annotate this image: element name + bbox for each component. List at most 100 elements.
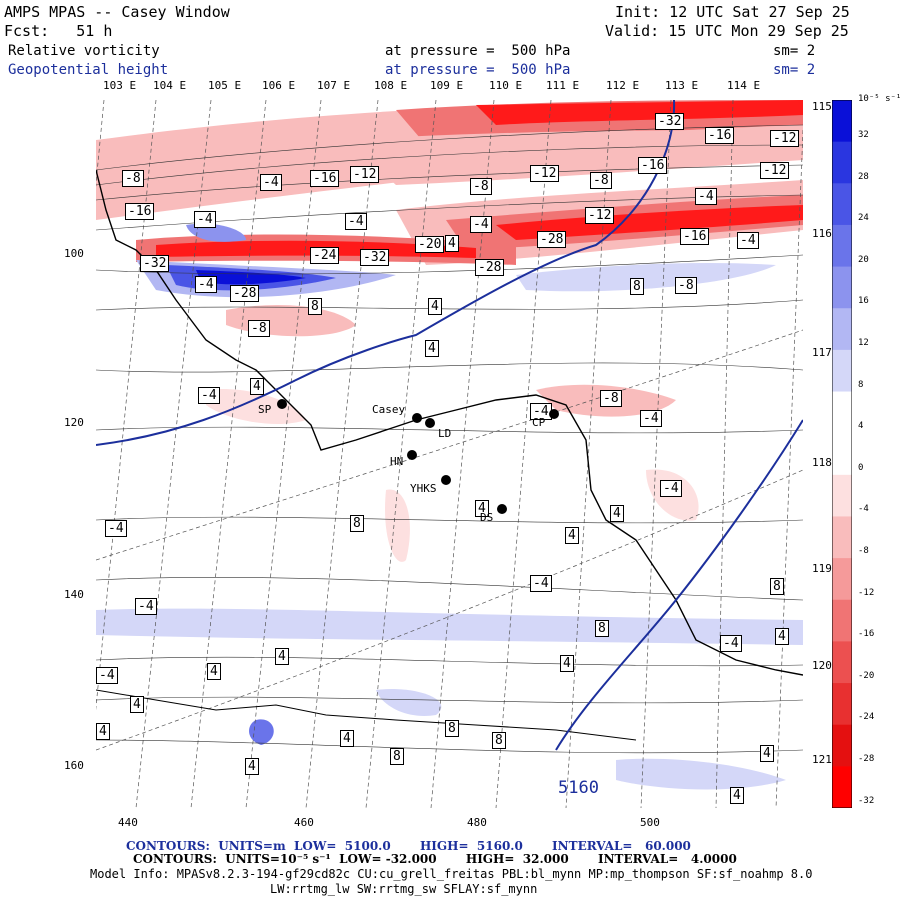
model-title: AMPS MPAS -- Casey Window (4, 3, 230, 21)
vorticity-contour-label: -4 (530, 403, 552, 420)
colorbar-swatch (832, 183, 852, 226)
vorticity-contour-label: 8 (770, 578, 784, 595)
vorticity-contour-label: -28 (230, 285, 260, 302)
init-time: Init: 12 UTC Sat 27 Sep 25 (615, 3, 850, 21)
forecast-hour: Fcst: 51 h (4, 22, 113, 40)
colorbar-label: 28 (858, 171, 869, 182)
vorticity-contour-label: -4 (720, 635, 742, 652)
vorticity-contour-label: 4 (428, 298, 442, 315)
station-dot (549, 409, 559, 419)
vorticity-contour-label: -16 (125, 203, 155, 220)
vorticity-contour-label: -4 (96, 667, 118, 684)
vorticity-contour-label: 4 (207, 663, 221, 680)
vorticity-contour-label: 4 (775, 628, 789, 645)
lon-label: 110 E (489, 79, 523, 92)
colorbar-swatch (832, 474, 852, 517)
vorticity-contour-label: 4 (340, 730, 354, 747)
colorbar-label: -32 (858, 795, 875, 806)
x-tick-label: 500 (640, 816, 660, 829)
vorticity-contour-label: -28 (475, 259, 505, 276)
colorbar-swatch (832, 141, 852, 184)
y-tick-label: 100 (64, 247, 84, 260)
vorticity-contour-label: 4 (130, 696, 144, 713)
vorticity-contour-label: 8 (595, 620, 609, 637)
vorticity-contour-label: -12 (350, 166, 380, 183)
colorbar-label: 20 (858, 254, 869, 265)
height-contour-label: 5160 (558, 778, 599, 798)
vorticity-contour-label: 4 (96, 723, 110, 740)
field1-level: at pressure = 500 hPa (385, 43, 571, 59)
vorticity-contour-info: CONTOURS: UNITS=10⁻⁵ s⁻¹ LOW= -32.000 HI… (133, 852, 737, 866)
field2-name: Geopotential height (8, 62, 169, 78)
lon-label: 109 E (430, 79, 464, 92)
vorticity-contour-label: -8 (122, 170, 144, 187)
lon-label: 113 E (665, 79, 699, 92)
vorticity-contour-label: -4 (194, 211, 216, 228)
station-dot (277, 399, 287, 409)
colorbar-label: -16 (858, 629, 875, 640)
field1-smoothing: sm= 2 (773, 43, 816, 59)
colorbar-label: 24 (858, 213, 869, 224)
colorbar-swatch (832, 224, 852, 268)
colorbar-swatch (832, 349, 852, 393)
vorticity-contour-label: -16 (310, 170, 340, 187)
vorticity-contour-label: 8 (308, 298, 322, 315)
field2-level: at pressure = 500 hPa (385, 62, 571, 78)
station-dot (407, 450, 417, 460)
vorticity-contour-label: 4 (445, 235, 459, 252)
vorticity-contour-label: -8 (675, 277, 697, 294)
lon-label: 111 E (546, 79, 580, 92)
colorbar-swatch (832, 308, 852, 351)
station-label: CP (532, 416, 546, 429)
vorticity-contour-label: -4 (530, 575, 552, 592)
geopotential-height-contour (555, 419, 803, 751)
vorticity-contour-label: -4 (345, 213, 367, 230)
vorticity-contour-label: 4 (560, 655, 574, 672)
model-info: Model Info: MPASv8.2.3-194-gf29cd82c CU:… (90, 867, 813, 881)
vorticity-contour-label: 8 (350, 515, 364, 532)
vorticity-contour-label: -8 (248, 320, 270, 337)
lon-label: 106 E (262, 79, 296, 92)
vorticity-contour-label: -16 (680, 228, 710, 245)
vorticity-contour-label: -4 (660, 480, 682, 497)
lon-label: 112 E (606, 79, 640, 92)
vorticity-contour-label: 4 (565, 527, 579, 544)
station-dot (425, 418, 435, 428)
colorbar (832, 100, 852, 808)
field2-smoothing: sm= 2 (773, 62, 816, 78)
station-label: Casey (372, 403, 406, 416)
colorbar-label: 32 (858, 130, 869, 140)
vorticity-contour-label: -8 (600, 390, 622, 407)
vorticity-contour-label: -32 (360, 249, 390, 266)
y-tick-label: 120 (64, 416, 84, 429)
colorbar-label: -20 (858, 670, 875, 681)
vorticity-contour-label: -12 (585, 207, 615, 224)
station-label: LD (438, 427, 452, 440)
colorbar-label: 12 (858, 338, 869, 348)
colorbar-label: 0 (858, 462, 864, 473)
vorticity-contour-label: -12 (770, 130, 800, 147)
vorticity-contour-label: 8 (390, 748, 404, 765)
vorticity-contour-label: -28 (537, 231, 567, 248)
colorbar-label: -24 (858, 712, 875, 723)
lon-label: 114 E (727, 79, 761, 92)
vorticity-contour-label: -32 (140, 255, 170, 272)
vorticity-contour-label: 4 (475, 500, 489, 517)
vorticity-contour-label: 8 (630, 278, 644, 295)
colorbar-label: -4 (858, 504, 869, 515)
colorbar-swatch (832, 391, 852, 434)
colorbar-label: -12 (858, 587, 875, 598)
vorticity-contour-label: 4 (245, 758, 259, 775)
vorticity-contour-label: -4 (640, 410, 662, 427)
vorticity-map (96, 100, 803, 808)
colorbar-swatch (832, 683, 852, 726)
longitude-grid (96, 100, 803, 808)
lon-label: 105 E (208, 79, 242, 92)
vorticity-contour-label: -24 (310, 247, 340, 264)
vorticity-contour-label: -4 (135, 598, 157, 615)
vorticity-contour-label: -4 (737, 232, 759, 249)
station-label: HN (390, 455, 404, 468)
coastline (96, 169, 803, 676)
vorticity-contour-label: -4 (470, 216, 492, 233)
colorbar-swatch (832, 641, 852, 684)
